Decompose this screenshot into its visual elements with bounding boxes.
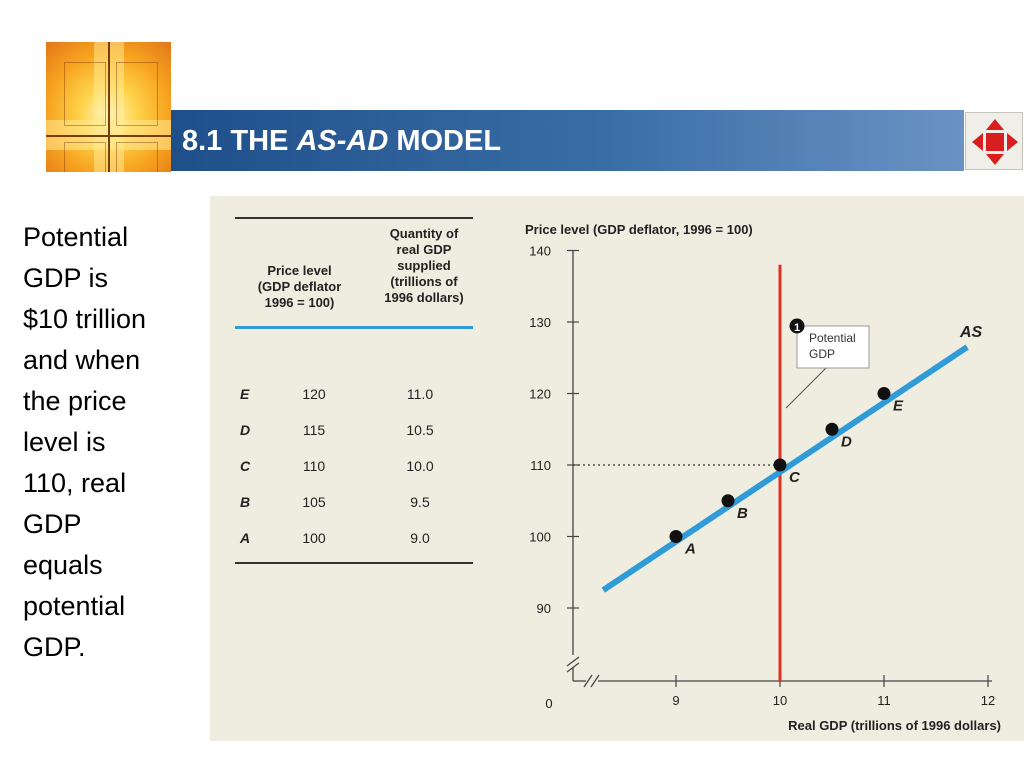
- table-header-line: 1996 = 100): [264, 295, 335, 310]
- table-header-quantity: Quantity of real GDP supplied (trillions of…: [362, 226, 486, 306]
- table-cell-price: 100: [302, 530, 326, 546]
- description-line: GDP.: [23, 632, 86, 662]
- y-axis-break: [566, 662, 580, 673]
- table-cell-price: 115: [302, 422, 326, 438]
- description-line: equals: [23, 550, 103, 580]
- sunburst-cross-logo-icon: [46, 42, 171, 172]
- title-prefix: 8.1 THE: [182, 125, 297, 157]
- table-row-label: A: [240, 530, 251, 546]
- annotation-text: Potential: [809, 331, 856, 345]
- point-d: [825, 422, 839, 436]
- title-banner: [171, 110, 964, 171]
- point-a: [669, 530, 683, 543]
- table-row-label: D: [240, 422, 251, 438]
- point-c: [773, 458, 787, 472]
- x-tick-label: 11: [877, 693, 891, 708]
- description-line: level is: [23, 427, 106, 457]
- x-tick-label: 10: [773, 693, 787, 708]
- description-line: $10 trillion: [23, 304, 147, 334]
- y-tick-label: 130: [529, 315, 551, 330]
- y-tick-label: 110: [530, 458, 551, 473]
- x-axis-break: [590, 674, 600, 688]
- table-bottom-rule: [235, 562, 473, 564]
- point-label-a: A: [684, 541, 696, 558]
- description-line: and when: [23, 345, 141, 375]
- annotation-number: 1: [794, 322, 800, 334]
- x-axis-break: [583, 674, 593, 688]
- point-e: [877, 387, 891, 400]
- description-line: potential: [23, 591, 126, 621]
- table-header-line: supplied: [397, 258, 451, 273]
- figure-panel: Price level (GDP deflator 1996 = 100) Quan…: [210, 196, 1024, 741]
- description-line: Potential: [23, 222, 129, 252]
- four-way-arrow-icon: [972, 119, 1018, 165]
- table-top-rule: [235, 217, 473, 219]
- annotation-box: [796, 325, 870, 369]
- y-tick-label: 140: [529, 244, 551, 259]
- table-header-line: Price level: [267, 263, 332, 278]
- description-text: Potential GDP is $10 trillion and when the p…: [23, 217, 193, 668]
- table-header-rule: [235, 326, 473, 329]
- annotation-number-badge: [789, 318, 805, 334]
- y-tick-label: 90: [537, 601, 551, 616]
- as-curve-label: AS: [959, 324, 983, 341]
- table-cell-price: 110: [302, 458, 326, 474]
- description-line: 110, real: [23, 468, 127, 498]
- point-label-b: B: [737, 505, 748, 522]
- table-cell-quantity: 10.5: [406, 422, 434, 438]
- description-line: GDP: [23, 509, 82, 539]
- y-tick-label: 100: [529, 530, 551, 545]
- y-axis-label: Price level (GDP deflator, 1996 = 100): [525, 222, 753, 237]
- title-suffix: MODEL: [388, 125, 502, 157]
- table-cell-quantity: 9.0: [410, 530, 430, 546]
- x-tick-label: 9: [672, 693, 679, 708]
- table-cell-price: 120: [302, 386, 326, 402]
- annotation-leader: [785, 367, 827, 409]
- point-label-d: D: [841, 433, 852, 450]
- origin-label: 0: [545, 696, 552, 711]
- table-header-line: 1996 dollars): [384, 290, 464, 305]
- description-line: GDP is: [23, 263, 109, 293]
- table-cell-quantity: 9.5: [410, 494, 430, 510]
- point-label-c: C: [789, 469, 801, 486]
- x-axis-label: Real GDP (trillions of 1996 dollars): [788, 718, 1001, 733]
- table-header-line: (trillions of: [390, 274, 458, 289]
- y-tick-label: 120: [529, 387, 551, 402]
- table-cell-price: 105: [302, 494, 326, 510]
- point-b: [721, 494, 735, 508]
- table-header-line: (GDP deflator: [257, 279, 342, 294]
- point-label-e: E: [893, 398, 904, 415]
- table-row-label: B: [240, 494, 251, 510]
- table-header-line: real GDP: [396, 242, 452, 257]
- table-row-label: E: [240, 386, 250, 402]
- table-row-label: C: [240, 458, 251, 474]
- description-line: the price: [23, 386, 127, 416]
- y-axis-break: [566, 656, 580, 667]
- annotation-text: GDP: [809, 347, 835, 361]
- table-cell-quantity: 10.0: [406, 458, 434, 474]
- title-italic: AS-AD: [296, 125, 389, 157]
- nav-button[interactable]: [965, 112, 1023, 170]
- page-title: 8.1 THE AS-AD MODEL: [182, 124, 501, 158]
- table-header-line: Quantity of: [389, 226, 459, 241]
- x-tick-label: 12: [981, 693, 995, 708]
- table-header-price: Price level (GDP deflator 1996 = 100): [252, 263, 347, 311]
- table-cell-quantity: 11.0: [406, 386, 434, 402]
